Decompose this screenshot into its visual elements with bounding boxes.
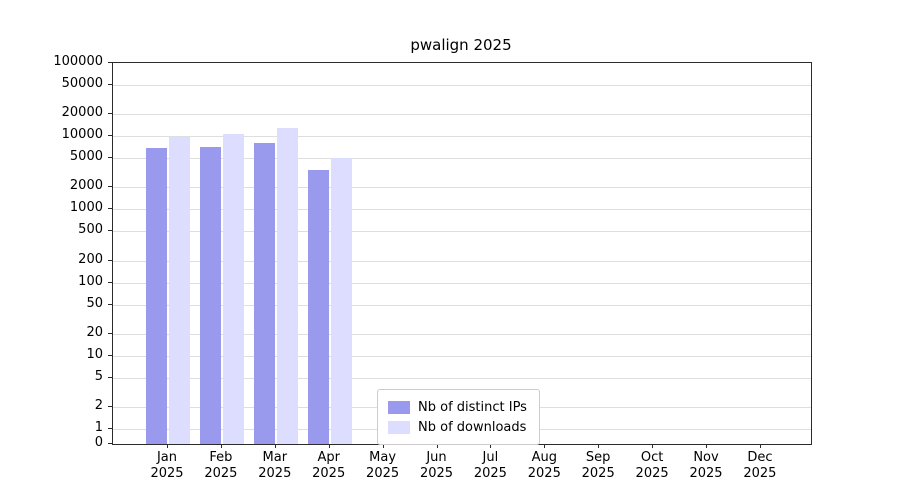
x-tick-mark [490, 444, 492, 448]
x-tick-label: Sep 2025 [581, 450, 615, 481]
legend-label-downloads: Nb of downloads [418, 419, 527, 435]
bar-downloads [276, 128, 298, 444]
y-tick-mark [108, 135, 112, 137]
x-tick-mark [274, 444, 276, 448]
x-tick-mark [598, 444, 600, 448]
x-tick-mark [544, 444, 546, 448]
x-tick-label: Mar 2025 [258, 450, 292, 481]
y-tick-label: 200 [78, 251, 103, 267]
bar-distinct-ips [199, 146, 221, 444]
y-tick-label: 5 [94, 368, 103, 384]
x-tick-label: Dec 2025 [743, 450, 777, 481]
legend-entry-downloads: Nb of downloads [388, 417, 527, 437]
y-tick-label: 20 [86, 324, 103, 340]
gridline [113, 85, 811, 87]
legend-entry-distinct-ips: Nb of distinct IPs [388, 397, 527, 417]
y-tick-mark [108, 428, 112, 429]
legend-swatch-distinct-ips [388, 400, 410, 414]
x-tick-mark [759, 444, 761, 448]
bar-distinct-ips [307, 170, 329, 444]
y-tick-label: 50000 [61, 76, 103, 92]
x-tick-label: May 2025 [366, 450, 400, 481]
y-tick-mark [108, 259, 112, 261]
gridline [113, 136, 811, 138]
y-tick-mark [108, 354, 112, 356]
bar-distinct-ips [146, 147, 167, 444]
y-tick-mark [108, 186, 112, 188]
y-tick-mark [108, 113, 112, 115]
y-tick-label: 100000 [53, 54, 103, 69]
x-tick-mark [652, 444, 654, 448]
x-tick-label: Nov 2025 [689, 450, 723, 481]
legend-swatch-downloads [388, 420, 410, 434]
gridline [113, 282, 811, 284]
x-tick-label: Jan 2025 [150, 450, 184, 481]
y-tick-mark [108, 62, 112, 63]
y-tick-mark [108, 443, 112, 444]
x-tick-mark [706, 444, 707, 448]
y-tick-mark [108, 208, 112, 210]
x-tick-mark [220, 444, 222, 448]
x-tick-label: Apr 2025 [312, 450, 346, 481]
gridline [113, 355, 811, 357]
y-tick-label: 10000 [61, 127, 103, 143]
bar-downloads [169, 136, 190, 444]
y-tick-mark [108, 281, 112, 283]
y-tick-mark [108, 405, 112, 407]
gridline [113, 260, 811, 262]
x-tick-label: Feb 2025 [204, 450, 238, 481]
gridline [113, 231, 811, 233]
x-tick-mark [328, 444, 330, 448]
legend: Nb of distinct IPs Nb of downloads [377, 389, 540, 445]
gridline [113, 209, 811, 211]
x-tick-label: Oct 2025 [635, 450, 669, 481]
gridline [113, 333, 811, 335]
y-tick-mark [108, 84, 112, 86]
y-tick-label: 20000 [61, 105, 103, 121]
y-tick-mark [108, 157, 112, 159]
x-tick-mark [167, 444, 168, 448]
y-tick-mark [108, 332, 112, 334]
y-tick-label: 5000 [69, 149, 103, 165]
bar-distinct-ips [253, 143, 275, 444]
x-tick-label: Aug 2025 [527, 450, 561, 481]
x-tick-mark [436, 444, 438, 448]
y-tick-label: 2000 [69, 178, 103, 194]
gridline [113, 158, 811, 160]
y-tick-label: 1 [94, 420, 103, 435]
y-tick-mark [108, 376, 112, 378]
y-tick-mark [108, 230, 112, 232]
x-tick-mark [382, 444, 384, 448]
y-tick-label: 0 [94, 435, 103, 450]
x-tick-label: Jul 2025 [473, 450, 507, 481]
chart-title: pwalign 2025 [410, 36, 512, 54]
gridline [113, 187, 811, 189]
y-tick-label: 100 [78, 273, 103, 289]
gridline [113, 377, 811, 379]
gridline [113, 114, 811, 116]
bar-downloads [330, 157, 352, 444]
y-tick-label: 1000 [69, 200, 103, 216]
plot-area [112, 62, 812, 445]
bar-downloads [222, 133, 244, 444]
gridline [113, 304, 811, 306]
y-tick-label: 2 [94, 397, 103, 413]
x-tick-label: Jun 2025 [419, 450, 454, 481]
y-tick-label: 50 [86, 295, 103, 311]
legend-label-distinct-ips: Nb of distinct IPs [418, 399, 527, 415]
y-tick-label: 10 [86, 346, 103, 362]
y-tick-label: 500 [78, 222, 103, 238]
y-tick-mark [108, 303, 112, 305]
